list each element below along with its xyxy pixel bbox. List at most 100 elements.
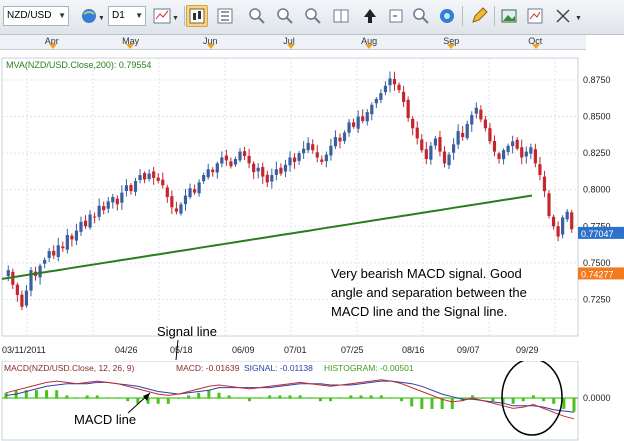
histogram-bar xyxy=(278,395,282,399)
candle-body xyxy=(283,164,288,172)
histogram-bar xyxy=(95,395,99,399)
histogram-bar xyxy=(389,398,393,399)
x-tick-label: 05/18 xyxy=(170,345,193,355)
candle-body xyxy=(179,204,183,214)
arrow-up-icon xyxy=(364,9,376,23)
candle-body xyxy=(551,216,556,227)
candle-body xyxy=(429,145,433,160)
candle-body xyxy=(270,175,274,182)
candle-body xyxy=(297,153,301,161)
candle-body xyxy=(420,139,424,151)
candle-body xyxy=(324,154,328,162)
zoom-out-button[interactable] xyxy=(274,5,296,27)
save-image-button[interactable] xyxy=(524,5,546,27)
candle-body xyxy=(206,169,210,178)
y-tick-label: 0.7500 xyxy=(583,258,611,268)
candle-body xyxy=(292,157,297,162)
candle-body xyxy=(461,132,465,138)
candle-body xyxy=(174,208,178,212)
indicators-icon xyxy=(305,8,321,24)
candle-body xyxy=(474,107,478,114)
candle-body xyxy=(365,112,369,122)
candle-body xyxy=(215,163,219,173)
candle-body xyxy=(338,137,342,142)
candle-body xyxy=(479,109,483,120)
globe-button[interactable]: ▼ xyxy=(78,5,104,27)
toolbar-separator xyxy=(184,6,185,26)
candle-body xyxy=(102,206,106,211)
crosshair-button[interactable] xyxy=(330,5,352,27)
histogram-value-label: HISTOGRAM: -0.00501 xyxy=(324,363,414,373)
mva-label: MVA(NZD/USD.Close,200): 0.79554 xyxy=(6,60,151,70)
candle-body xyxy=(97,205,101,217)
candle-body xyxy=(224,155,228,161)
candle-body xyxy=(383,85,388,93)
settings-icon: ▼ xyxy=(556,9,582,23)
histogram-bar xyxy=(298,395,302,399)
svg-text:▼: ▼ xyxy=(98,15,103,22)
image-button[interactable] xyxy=(498,5,520,27)
zoom-in-button[interactable] xyxy=(246,5,268,27)
candle-body xyxy=(561,217,565,235)
indicators-button[interactable] xyxy=(302,5,324,27)
mva-line xyxy=(1,194,533,280)
candle-body xyxy=(538,164,542,176)
month-label: Apr xyxy=(44,36,59,46)
macd-line-arrowhead xyxy=(143,393,150,401)
macd-chart[interactable]: 0.0000 MACD(NZD/USD.Close, 12, 26, 9) MACD… xyxy=(0,361,624,441)
settings-button[interactable]: ▼ xyxy=(552,5,586,27)
export-icon xyxy=(389,9,403,23)
histogram-bar xyxy=(501,398,505,404)
candle-body xyxy=(424,149,428,159)
candle-body xyxy=(274,169,278,175)
candle-body xyxy=(570,212,574,230)
candle-body xyxy=(529,147,533,154)
x-tick-label: 03/11/2011 xyxy=(2,345,46,355)
candle-body xyxy=(438,137,442,152)
zoom-button[interactable] xyxy=(410,5,432,27)
candle-body xyxy=(170,196,174,208)
pencil-button[interactable] xyxy=(468,5,490,27)
candle-body xyxy=(465,123,469,139)
price-chart[interactable]: 0.7250 0.7500 0.7750 0.8000 0.8250 0.8500 0.87… xyxy=(0,50,624,360)
histogram-bar xyxy=(166,398,170,404)
candle-body xyxy=(415,127,419,139)
candle-body xyxy=(442,151,447,164)
histogram-bar xyxy=(318,398,322,402)
histogram-bar xyxy=(410,398,414,407)
symbol-select[interactable]: NZD/USD ▼ xyxy=(3,6,69,26)
signal-line-pointer xyxy=(175,339,179,360)
image-icon xyxy=(501,9,517,23)
histogram-bar xyxy=(146,398,150,404)
candle-body xyxy=(165,187,169,197)
candle-body xyxy=(79,221,83,232)
histogram-bar xyxy=(65,395,69,399)
histogram-bar xyxy=(308,398,312,399)
timeframe-select[interactable]: D1 ▼ xyxy=(108,6,146,26)
candle-body xyxy=(411,118,415,129)
candle-body xyxy=(256,167,260,172)
candle-body xyxy=(220,157,224,164)
chevron-down-icon: ▼ xyxy=(135,11,143,20)
chevron-down-icon: ▼ xyxy=(58,11,66,20)
histogram-bar xyxy=(420,398,424,409)
histogram-bar xyxy=(4,392,8,399)
bar-chart-button[interactable] xyxy=(214,5,236,27)
arrow-right-button[interactable] xyxy=(386,5,406,27)
histogram-bar xyxy=(481,398,485,399)
line-chart-icon: ▼ xyxy=(153,8,179,24)
candle-chart-button[interactable] xyxy=(186,5,208,27)
chart-type-button[interactable]: ▼ xyxy=(150,5,180,27)
candle-body xyxy=(488,128,492,142)
arrow-up-button[interactable] xyxy=(360,5,380,27)
candle-body xyxy=(211,169,215,173)
histogram-bar xyxy=(440,398,444,409)
candle-body xyxy=(447,154,451,166)
highlight-circle xyxy=(501,361,563,436)
macd-line-annotation: MACD line xyxy=(74,412,136,427)
candle-chart-icon xyxy=(189,8,205,24)
histogram-bar xyxy=(24,390,28,399)
refresh-button[interactable] xyxy=(436,5,458,27)
candle-body xyxy=(306,142,310,151)
histogram-bar xyxy=(116,398,120,399)
